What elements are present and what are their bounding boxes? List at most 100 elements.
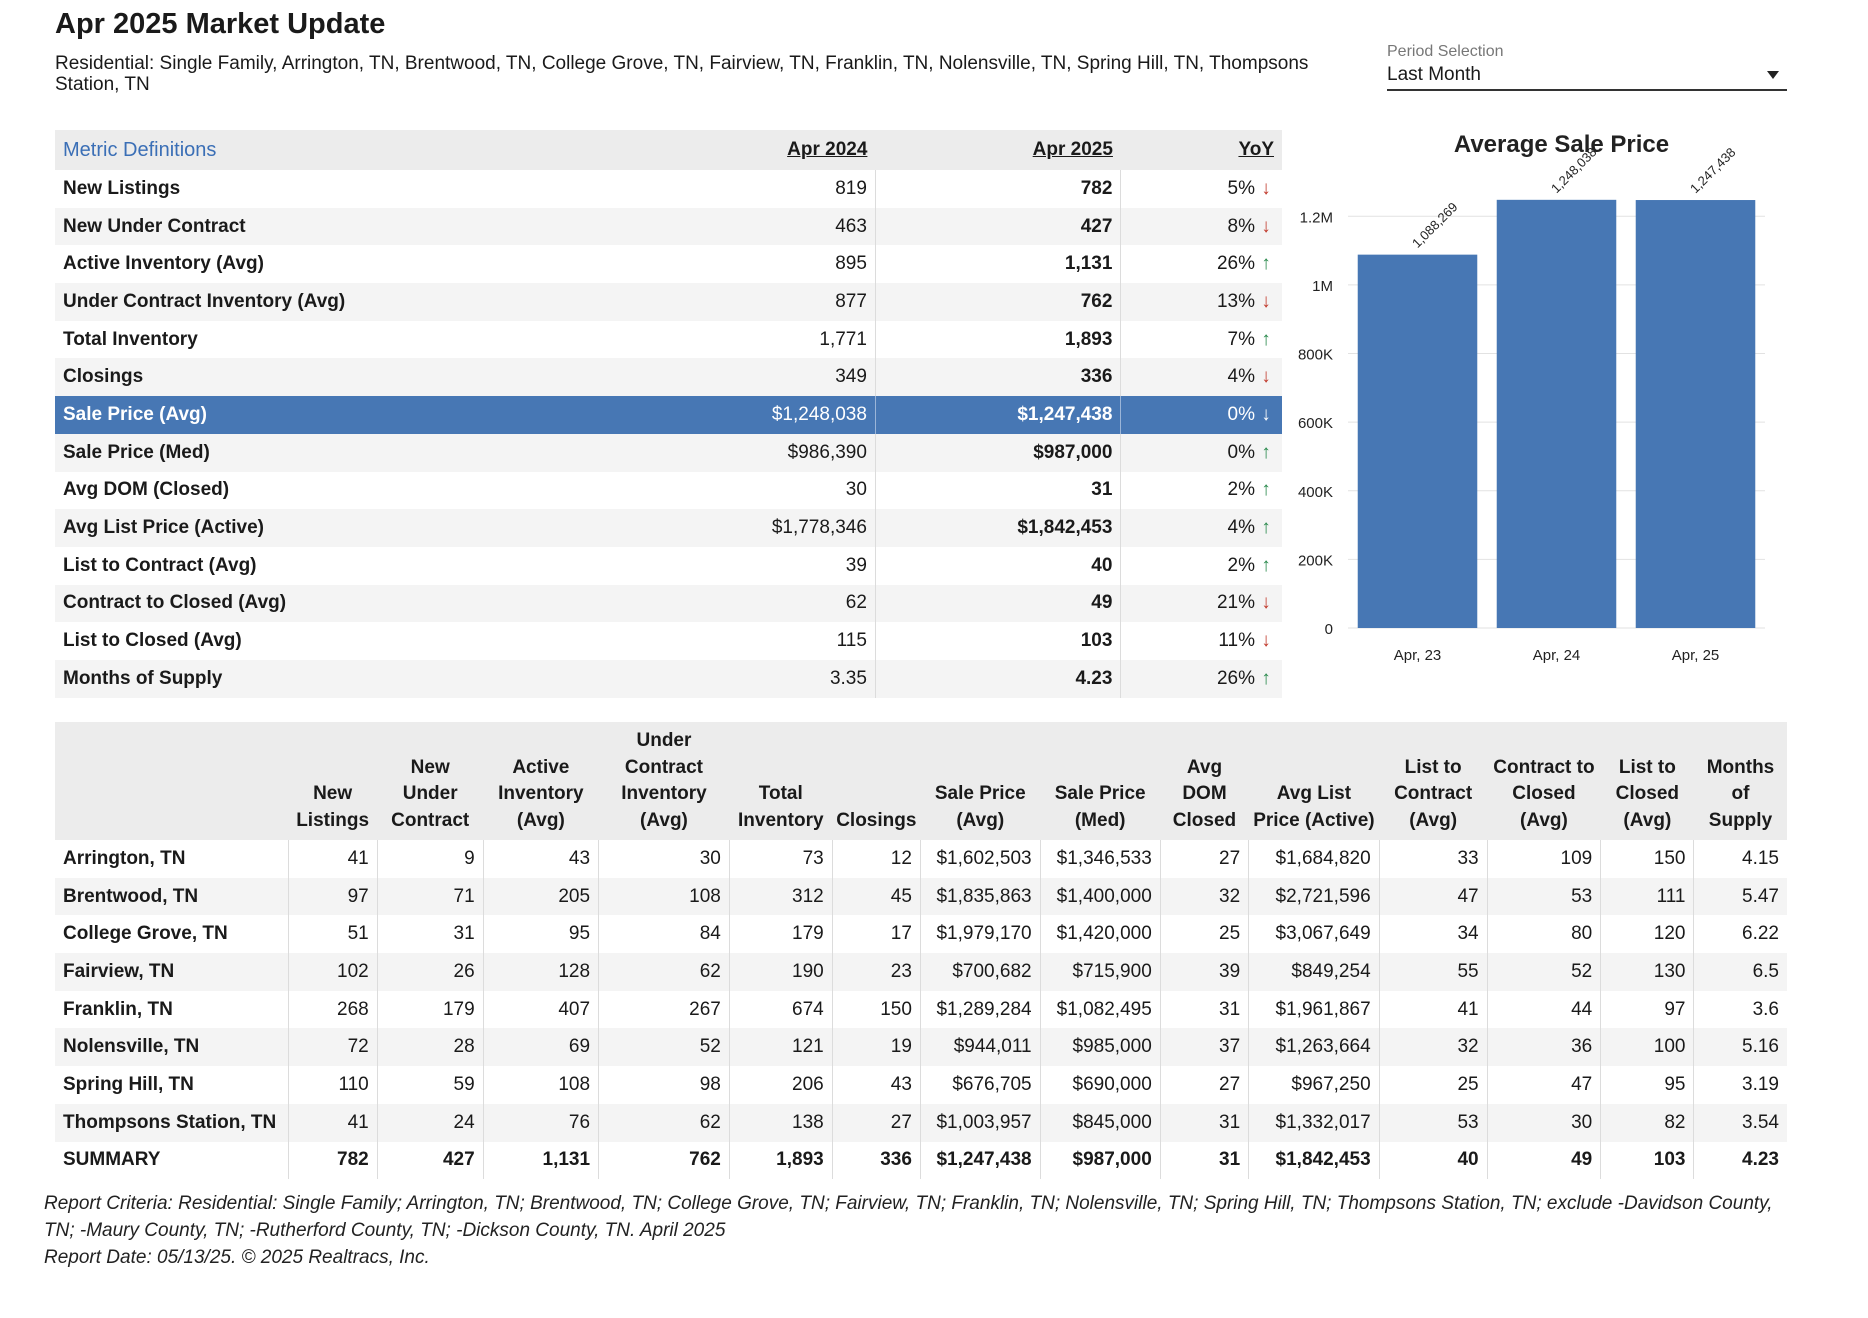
area-cell: 138 bbox=[728, 1103, 833, 1142]
metric-label: List to Closed (Avg) bbox=[63, 630, 242, 652]
area-cell: 32 bbox=[1378, 1028, 1488, 1067]
area-cell: 30 bbox=[1486, 1103, 1601, 1142]
area-cell: $985,000 bbox=[1039, 1028, 1161, 1067]
area-cell: 41 bbox=[1378, 990, 1488, 1029]
metric-yoy: 7% ↑ bbox=[1121, 321, 1282, 359]
arrow-up-icon: ↑ bbox=[1261, 554, 1271, 576]
area-cell: 51 bbox=[287, 915, 378, 954]
metric-row[interactable]: Avg DOM (Closed) 30 31 2% ↑ bbox=[55, 471, 1282, 510]
metric-value-curr: $1,842,453 bbox=[875, 509, 1122, 547]
area-cell: 4.15 bbox=[1693, 840, 1787, 878]
area-cell: 102 bbox=[287, 953, 378, 991]
area-cell: 69 bbox=[482, 1028, 599, 1067]
metric-row[interactable]: Sale Price (Avg) $1,248,038 $1,247,438 0% ↓ bbox=[55, 396, 1282, 434]
area-cell: $1,003,957 bbox=[919, 1103, 1041, 1142]
column-header-yoy[interactable]: YoY bbox=[1120, 130, 1282, 170]
bar bbox=[1635, 200, 1756, 628]
y-tick-label: 200K bbox=[1298, 552, 1333, 569]
yoy-percent: 11% bbox=[1218, 630, 1255, 652]
area-cell: $1,979,170 bbox=[919, 915, 1041, 954]
area-cell: 12 bbox=[831, 840, 921, 878]
area-cell: 62 bbox=[598, 1103, 730, 1142]
metric-yoy: 2% ↑ bbox=[1121, 547, 1282, 585]
metric-yoy: 21% ↓ bbox=[1120, 584, 1282, 623]
area-cell: 1,131 bbox=[482, 1141, 599, 1180]
metric-yoy: 13% ↓ bbox=[1120, 283, 1282, 321]
area-cell: 43 bbox=[831, 1066, 921, 1104]
area-name: Arrington, TN bbox=[63, 847, 186, 869]
metric-row[interactable]: Avg List Price (Active) $1,778,346 $1,842,… bbox=[55, 509, 1282, 547]
area-column-header: New Listings bbox=[288, 722, 378, 840]
area-cell: 59 bbox=[376, 1066, 484, 1104]
area-row: Fairview, TN 102 26 128 62 190 23 $700,682 $715,… bbox=[55, 953, 1787, 991]
area-cell: 73 bbox=[728, 840, 833, 878]
yoy-percent: 8% bbox=[1227, 215, 1255, 237]
metric-value-curr: 40 bbox=[875, 546, 1122, 585]
area-cell: 108 bbox=[482, 1066, 599, 1104]
area-cell: $1,602,503 bbox=[919, 840, 1041, 878]
area-cell: 52 bbox=[1486, 953, 1601, 991]
area-cell: 206 bbox=[728, 1066, 833, 1104]
area-cell: 190 bbox=[728, 953, 833, 991]
area-column-header: List to Contract (Avg) bbox=[1379, 722, 1488, 840]
metric-row[interactable]: New Under Contract 463 427 8% ↓ bbox=[55, 207, 1282, 246]
metric-row[interactable]: Under Contract Inventory (Avg) 877 762 13% ↓ bbox=[55, 283, 1282, 321]
column-header-apr-2024[interactable]: Apr 2024 bbox=[631, 130, 876, 170]
area-cell: 43 bbox=[482, 840, 599, 878]
area-cell: 49 bbox=[1486, 1141, 1601, 1180]
metric-row[interactable]: Sale Price (Med) $986,390 $987,000 0% ↑ bbox=[55, 433, 1282, 472]
page-title: Apr 2025 Market Update bbox=[55, 8, 386, 40]
area-cell: $1,400,000 bbox=[1039, 877, 1161, 916]
metric-value-curr: 762 bbox=[875, 283, 1122, 321]
arrow-down-icon: ↓ bbox=[1261, 215, 1271, 237]
area-name: Franklin, TN bbox=[63, 998, 173, 1020]
area-cell: 97 bbox=[1600, 990, 1694, 1029]
area-row: Spring Hill, TN 110 59 108 98 206 43 $676,705 $6… bbox=[55, 1066, 1787, 1104]
area-column-header: Closings bbox=[832, 722, 921, 840]
metric-value-prev: 62 bbox=[631, 584, 876, 623]
yoy-percent: 4% bbox=[1227, 366, 1255, 388]
area-column-header: Sale Price (Avg) bbox=[920, 722, 1041, 840]
area-cell: 41 bbox=[287, 1103, 378, 1142]
area-cell: 62 bbox=[598, 953, 730, 991]
yoy-percent: 0% bbox=[1227, 403, 1255, 425]
metric-row[interactable]: Contract to Closed (Avg) 62 49 21% ↓ bbox=[55, 584, 1282, 623]
metric-row[interactable]: Closings 349 336 4% ↓ bbox=[55, 358, 1282, 397]
area-cell: $987,000 bbox=[1039, 1141, 1161, 1180]
period-selection-dropdown[interactable]: Period Selection Last Month bbox=[1387, 43, 1787, 91]
area-cell: 108 bbox=[598, 877, 730, 916]
metric-value-prev: $1,778,346 bbox=[631, 509, 876, 547]
area-cell: 427 bbox=[376, 1141, 484, 1180]
metric-row[interactable]: List to Closed (Avg) 115 103 11% ↓ bbox=[55, 622, 1282, 660]
area-cell: 30 bbox=[598, 840, 730, 878]
area-row: Brentwood, TN 97 71 205 108 312 45 $1,835,863 $1… bbox=[55, 877, 1787, 916]
metric-definitions-link[interactable]: Metric Definitions bbox=[55, 130, 631, 170]
area-cell: 47 bbox=[1486, 1066, 1601, 1104]
metric-value-prev: 39 bbox=[631, 546, 876, 585]
column-header-apr-2025[interactable]: Apr 2025 bbox=[875, 130, 1121, 170]
area-cell: $1,247,438 bbox=[919, 1141, 1041, 1180]
metric-row[interactable]: New Listings 819 782 5% ↓ bbox=[55, 170, 1282, 208]
metric-yoy: 26% ↑ bbox=[1120, 659, 1282, 698]
area-cell: 150 bbox=[1600, 840, 1694, 878]
metric-row[interactable]: List to Contract (Avg) 39 40 2% ↑ bbox=[55, 546, 1282, 585]
area-cell: 130 bbox=[1600, 953, 1694, 991]
x-tick-label: Apr, 23 bbox=[1394, 647, 1442, 664]
metric-row[interactable]: Months of Supply 3.35 4.23 26% ↑ bbox=[55, 659, 1282, 698]
area-cell: 26 bbox=[376, 953, 484, 991]
area-name: Thompsons Station, TN bbox=[55, 1103, 288, 1142]
metric-row[interactable]: Total Inventory 1,771 1,893 7% ↑ bbox=[55, 320, 1282, 359]
metric-row[interactable]: Active Inventory (Avg) 895 1,131 26% ↑ bbox=[55, 245, 1282, 284]
area-cell: 76 bbox=[482, 1103, 599, 1142]
metric-yoy: 26% ↑ bbox=[1121, 245, 1282, 283]
area-cell: 55 bbox=[1378, 953, 1488, 991]
y-tick-label: 400K bbox=[1298, 484, 1333, 501]
area-cell: $1,420,000 bbox=[1039, 915, 1161, 954]
summary-row: SUMMARY 782 427 1,131 762 1,893 336 $1,247,438 $… bbox=[55, 1141, 1787, 1180]
metric-value-curr: 1,893 bbox=[875, 320, 1122, 359]
area-cell: 179 bbox=[376, 990, 484, 1029]
metric-value-curr: $1,247,438 bbox=[875, 396, 1122, 434]
area-cell: 9 bbox=[376, 840, 484, 878]
area-cell: 103 bbox=[1600, 1141, 1694, 1180]
metric-yoy: 0% ↑ bbox=[1120, 433, 1282, 472]
